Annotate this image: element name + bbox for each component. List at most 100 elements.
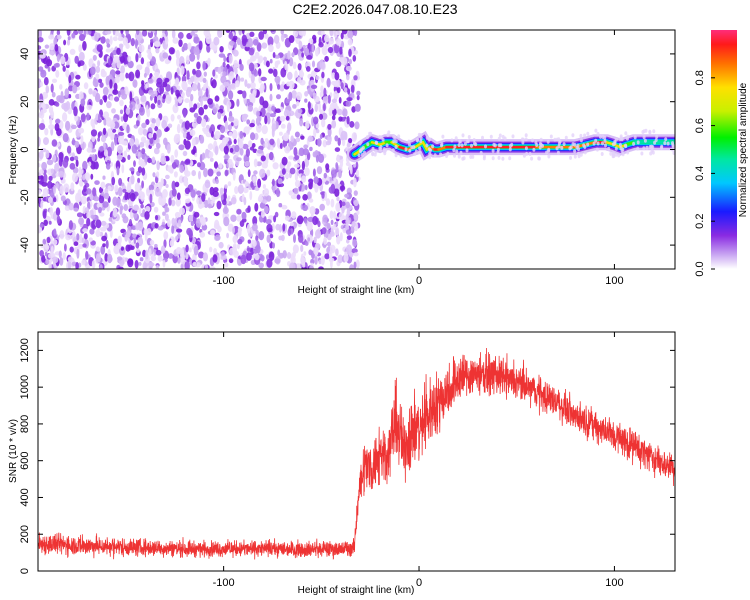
- band-speck: [557, 137, 561, 142]
- noise-speck: [338, 169, 342, 179]
- noise-speck: [95, 246, 100, 252]
- noise-speck: [156, 129, 162, 138]
- noise-speck: [307, 237, 311, 242]
- noise-speck: [353, 190, 358, 196]
- noise-speck: [193, 36, 200, 44]
- noise-speck: [106, 43, 111, 48]
- noise-speck: [351, 248, 358, 254]
- noise-speck: [324, 55, 329, 62]
- band-speck: [441, 134, 445, 139]
- noise-speck: [298, 40, 303, 50]
- noise-speck: [190, 220, 195, 227]
- noise-speck: [302, 148, 309, 156]
- noise-speck: [45, 59, 53, 67]
- noise-speck: [311, 60, 316, 68]
- noise-speck: [279, 115, 286, 122]
- noise-speck: [156, 77, 163, 85]
- noise-speck: [241, 218, 247, 223]
- band-speck: [655, 134, 659, 139]
- noise-speck: [193, 112, 199, 118]
- noise-speck: [227, 195, 231, 200]
- noise-speck: [148, 132, 153, 139]
- noise-speck: [220, 75, 227, 84]
- noise-speck: [255, 244, 261, 254]
- noise-speck: [102, 201, 109, 208]
- noise-speck: [334, 188, 340, 197]
- noise-speck: [136, 98, 140, 105]
- noise-speck: [354, 103, 361, 112]
- noise-speck: [261, 210, 266, 218]
- noise-speck: [82, 160, 88, 171]
- noise-speck: [182, 150, 188, 157]
- noise-speck: [272, 162, 279, 170]
- noise-speck: [184, 98, 190, 104]
- band-speck: [371, 146, 375, 151]
- noise-speck: [236, 243, 240, 250]
- noise-speck: [273, 215, 277, 223]
- noise-speck: [229, 147, 234, 153]
- band-speck: [651, 150, 655, 155]
- noise-speck: [255, 123, 262, 133]
- noise-speck: [38, 137, 41, 147]
- noise-speck: [43, 77, 49, 86]
- noise-speck: [70, 124, 77, 130]
- noise-speck: [202, 60, 206, 71]
- noise-speck: [93, 31, 99, 42]
- noise-speck: [62, 133, 69, 143]
- noise-speck: [138, 261, 142, 266]
- noise-speck: [320, 85, 324, 93]
- noise-speck: [77, 244, 84, 249]
- noise-speck: [196, 61, 201, 70]
- noise-speck: [73, 207, 79, 212]
- noise-speck: [188, 99, 193, 110]
- noise-speck: [65, 101, 71, 110]
- band-speck: [603, 138, 607, 143]
- noise-speck: [356, 210, 360, 215]
- noise-speck: [97, 137, 100, 142]
- noise-speck: [148, 89, 154, 95]
- band-speck: [521, 140, 525, 145]
- noise-speck: [309, 206, 316, 215]
- band-speck: [429, 148, 432, 153]
- noise-speck: [246, 252, 252, 261]
- noise-speck: [48, 124, 55, 130]
- noise-speck: [60, 195, 66, 202]
- noise-speck: [245, 148, 250, 158]
- noise-speck: [184, 261, 190, 269]
- noise-speck: [311, 43, 315, 53]
- noise-speck: [135, 30, 140, 36]
- noise-speck: [46, 236, 51, 244]
- band-speck: [603, 135, 607, 140]
- band-speck: [573, 154, 577, 159]
- noise-speck: [228, 131, 233, 137]
- noise-speck: [114, 30, 120, 37]
- noise-speck: [260, 137, 264, 145]
- noise-speck: [321, 71, 325, 79]
- noise-speck: [274, 60, 279, 69]
- noise-speck: [102, 111, 110, 119]
- band-speck: [607, 146, 611, 151]
- noise-speck: [156, 171, 160, 178]
- band-speck: [539, 137, 543, 142]
- noise-speck: [45, 85, 50, 94]
- noise-speck: [134, 259, 139, 269]
- noise-speck: [120, 246, 124, 251]
- noise-speck: [239, 147, 244, 156]
- noise-speck: [268, 215, 274, 221]
- noise-speck: [138, 44, 145, 53]
- noise-speck: [74, 141, 80, 148]
- noise-speck: [177, 96, 183, 104]
- noise-speck: [280, 33, 285, 42]
- noise-speck: [109, 35, 113, 45]
- noise-speck: [205, 87, 209, 98]
- noise-speck: [337, 254, 344, 264]
- band-speck: [503, 136, 507, 141]
- noise-speck: [227, 124, 232, 131]
- noise-speck: [207, 57, 211, 66]
- noise-speck: [346, 74, 350, 81]
- noise-speck: [112, 207, 118, 218]
- noise-speck: [79, 168, 84, 175]
- noise-speck: [117, 187, 123, 197]
- noise-speck: [59, 257, 64, 266]
- noise-speck: [85, 188, 92, 195]
